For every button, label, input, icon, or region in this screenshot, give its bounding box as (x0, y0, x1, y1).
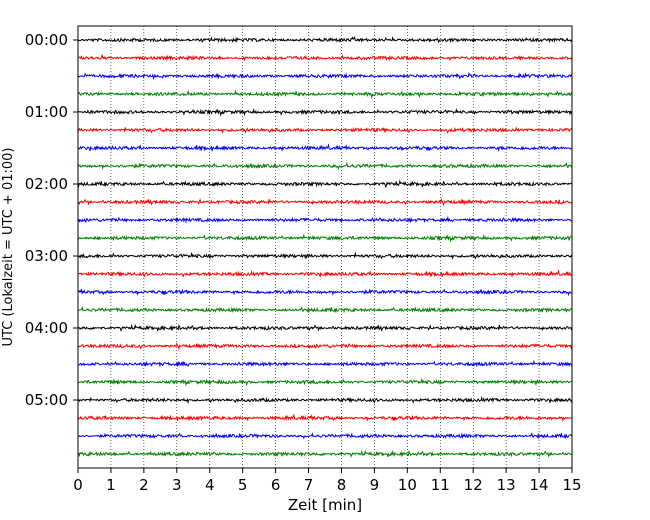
x-tick-label: 9 (370, 476, 380, 494)
x-tick-label: 13 (497, 476, 516, 494)
x-tick-label: 3 (172, 476, 182, 494)
seismogram-trace (77, 161, 573, 171)
seismogram-trace (77, 413, 573, 423)
plot-background (78, 26, 572, 468)
seismogram-trace (77, 71, 573, 80)
x-tick-label: 4 (205, 476, 215, 494)
seismogram-trace (77, 359, 573, 368)
x-tick-label: 2 (139, 476, 149, 494)
seismogram-trace (77, 269, 573, 278)
seismogram-trace (77, 53, 573, 62)
seismogram-trace (77, 251, 573, 260)
seismogram-trace (77, 377, 573, 387)
x-axis-label: Zeit [min] (288, 496, 362, 514)
x-tick-label: 0 (73, 476, 83, 494)
x-tick-label: 14 (530, 476, 549, 494)
y-tick-label: 02:00 (25, 175, 68, 193)
x-tick-label: 15 (562, 476, 581, 494)
seismogram-trace (77, 323, 573, 332)
x-tick-label: 10 (398, 476, 417, 494)
y-axis: 00:00 01:00 02:00 03:00 04:00 05:00 (25, 31, 78, 409)
y-tick-label: 00:00 (25, 31, 68, 49)
seismogram-trace (77, 179, 573, 189)
y-tick-label: 01:00 (25, 103, 68, 121)
seismogram-trace (77, 197, 573, 207)
plot-frame (77, 25, 573, 469)
x-tick-label: 7 (304, 476, 314, 494)
seismogram-trace (77, 342, 573, 351)
seismogram-trace (77, 432, 573, 440)
seismogram-trace (77, 288, 573, 297)
seismogram-trace (77, 126, 573, 135)
x-tick-label: 8 (337, 476, 347, 494)
y-tick-label: 03:00 (25, 247, 68, 265)
x-axis: 0 1 2 3 4 5 6 7 8 9 10 11 12 13 14 15 (73, 468, 582, 494)
seismogram-trace (77, 36, 573, 44)
y-tick-label: 04:00 (25, 319, 68, 337)
x-tick-label: 12 (464, 476, 483, 494)
seismogram-trace (77, 395, 573, 405)
seismogram-trace (77, 215, 573, 224)
seismogram-trace (77, 306, 573, 314)
seismogram-trace (77, 89, 573, 99)
x-tick-label: 1 (106, 476, 116, 494)
y-axis-label: UTC (Lokalzeit = UTC + 01:00) (1, 148, 16, 347)
x-tick-label: 11 (431, 476, 450, 494)
y-tick-label: 05:00 (25, 391, 68, 409)
seismogram-trace (77, 107, 573, 117)
seismogram-trace (77, 449, 573, 458)
x-tick-label: 5 (238, 476, 248, 494)
x-tick-label: 6 (271, 476, 281, 494)
traces-group (77, 36, 573, 458)
seismogram-trace (77, 233, 573, 243)
seismogram-trace (77, 143, 573, 152)
